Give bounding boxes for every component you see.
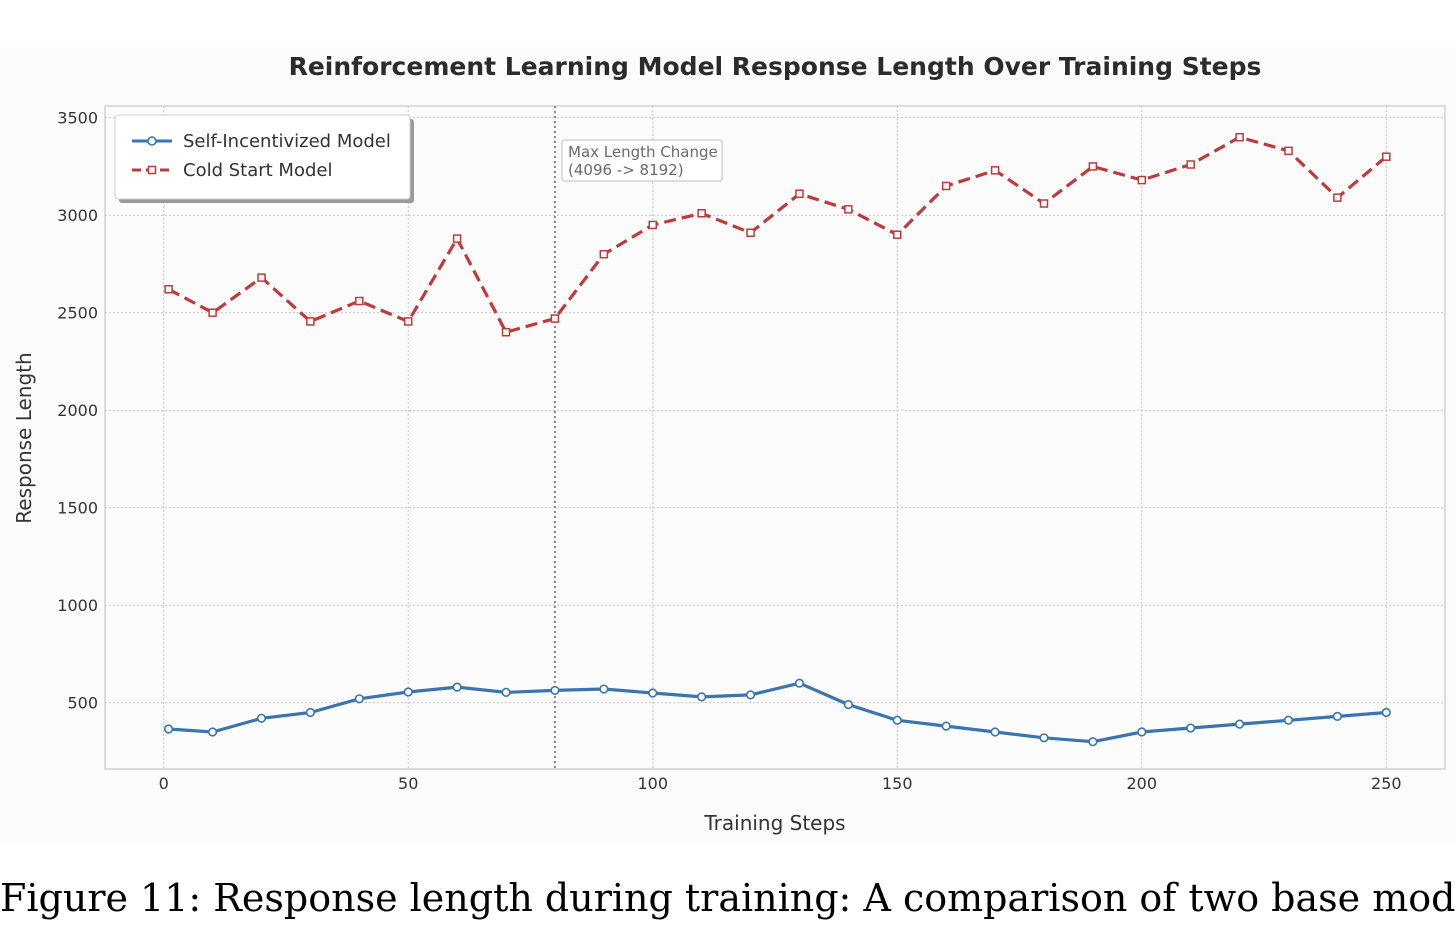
- data-point: [452, 682, 462, 692]
- x-tick-label: 0: [159, 774, 169, 793]
- data-point: [941, 181, 951, 191]
- data-point: [1186, 160, 1195, 169]
- data-point: [207, 727, 218, 737]
- y-tick-label: 2500: [57, 304, 98, 323]
- y-tick-label: 1500: [57, 499, 98, 518]
- data-point: [354, 694, 364, 704]
- x-tick-labels: 0 50 100 150 200 250: [159, 774, 1402, 793]
- x-axis-label: Training Steps: [703, 811, 845, 835]
- series-line: [167, 135, 1388, 334]
- data-point: [256, 713, 267, 723]
- data-point: [1088, 737, 1098, 747]
- data-point: [550, 685, 560, 696]
- data-point: [1039, 199, 1049, 208]
- data-point: [208, 308, 217, 317]
- data-point: [1382, 152, 1391, 161]
- chart-title: Reinforcement Learning Model Response Le…: [289, 52, 1262, 81]
- data-point: [794, 678, 805, 688]
- plot-area: [104, 105, 1446, 770]
- y-tick-label: 1000: [57, 596, 98, 615]
- figure-caption: Figure 11: Response length during traini…: [0, 876, 1456, 920]
- figure-panel: 500 1000 1500 2000 2500 3000 3500 0 50 100 150 200…: [0, 42, 1456, 844]
- data-point: [1186, 723, 1196, 733]
- y-tick-label: 2000: [57, 401, 98, 420]
- data-point: [745, 690, 756, 700]
- data-point: [1234, 719, 1245, 729]
- data-point: [599, 684, 609, 694]
- x-tick-label: 200: [1127, 774, 1158, 793]
- data-point: [990, 166, 1000, 175]
- data-point: [1284, 146, 1293, 156]
- legend-box: [114, 114, 411, 200]
- data-point: [403, 317, 413, 326]
- data-point: [1088, 162, 1098, 171]
- x-tick-label: 50: [398, 774, 418, 793]
- data-point: [452, 234, 462, 243]
- vline-annotation: Max Length Change (4096 -> 8192): [561, 139, 723, 182]
- data-point: [1137, 175, 1147, 185]
- series-self-incentivized: [163, 678, 1391, 747]
- data-point: [599, 249, 609, 259]
- data-point: [697, 692, 707, 702]
- y-tick-label: 3000: [57, 206, 98, 225]
- annotation-line-2: (4096 -> 8192): [568, 161, 684, 179]
- legend-swatch-marker: [147, 165, 157, 175]
- data-point: [403, 687, 413, 697]
- data-point: [892, 715, 902, 725]
- annotation-line-1: Max Length Change: [568, 143, 718, 161]
- legend-item-cold-start: Cold Start Model: [132, 160, 332, 181]
- y-tick-label: 500: [67, 694, 98, 713]
- data-point: [164, 285, 173, 294]
- series-layer: [163, 132, 1391, 747]
- line-chart: 500 1000 1500 2000 2500 3000 3500 0 50 100 150 200…: [12, 52, 1446, 835]
- data-point: [746, 228, 755, 237]
- y-axis-label: Response Length: [12, 352, 36, 523]
- data-point: [697, 209, 706, 218]
- data-point: [1039, 733, 1049, 743]
- x-tick-label: 100: [637, 774, 668, 793]
- x-tick-label: 250: [1371, 774, 1402, 793]
- data-point: [648, 220, 657, 230]
- legend-swatch-marker: [147, 136, 157, 146]
- data-point: [648, 688, 658, 698]
- legend-item-self-incentivized: Self-Incentivized Model: [132, 131, 391, 152]
- data-point: [1235, 132, 1244, 142]
- data-point: [844, 205, 853, 214]
- data-point: [306, 317, 315, 326]
- data-point: [843, 700, 853, 710]
- data-point: [941, 721, 951, 731]
- legend-label: Cold Start Model: [183, 160, 332, 181]
- data-point: [1381, 707, 1391, 718]
- data-point: [501, 687, 511, 697]
- data-point: [355, 296, 364, 306]
- grid-lines: [105, 106, 1445, 769]
- series-cold-start: [164, 132, 1391, 337]
- x-tick-label: 150: [882, 774, 913, 793]
- data-point: [1137, 727, 1147, 737]
- data-point: [257, 273, 266, 282]
- data-point: [795, 189, 804, 198]
- data-point: [501, 327, 511, 337]
- data-point: [893, 230, 902, 239]
- legend-label: Self-Incentivized Model: [183, 131, 391, 152]
- y-tick-labels: 500 1000 1500 2000 2500 3000 3500: [57, 109, 98, 713]
- data-point: [990, 727, 1000, 737]
- data-point: [305, 707, 316, 718]
- annotation-box: [561, 139, 723, 182]
- data-point: [1283, 715, 1294, 725]
- legend: Self-Incentivized Model Cold Start Model: [114, 114, 414, 203]
- data-point: [550, 314, 560, 323]
- series-line: [168, 681, 1387, 744]
- y-tick-label: 3500: [57, 109, 98, 128]
- data-point: [163, 724, 174, 734]
- data-point: [1332, 711, 1343, 721]
- data-point: [1333, 193, 1342, 202]
